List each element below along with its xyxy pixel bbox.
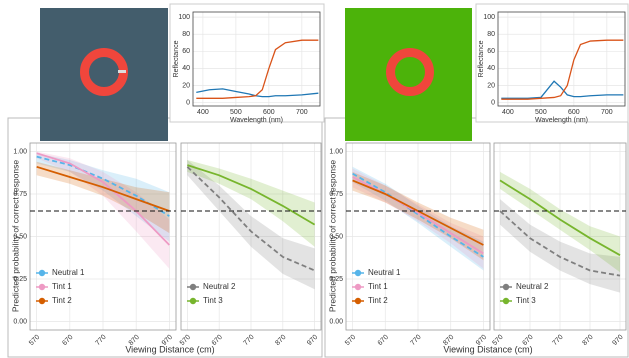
y-tick-label: 0.00	[13, 318, 27, 325]
legend-label: Neutral 1	[52, 268, 85, 277]
legend-label: Neutral 1	[368, 268, 401, 277]
legend-label: Tint 3	[203, 296, 223, 305]
legend-key	[39, 284, 45, 290]
plot-area	[193, 12, 320, 106]
x-axis-label: Wavelength (nm)	[230, 117, 283, 124]
legend-label: Tint 1	[368, 282, 388, 291]
x-tick-label: 400	[197, 109, 209, 116]
y-axis-label: Reflectance	[173, 40, 180, 77]
legend-key	[39, 298, 45, 304]
ring-gap	[118, 70, 126, 73]
legend-label: Tint 3	[516, 296, 536, 305]
y-tick-label: 20	[487, 82, 495, 89]
green-swatch	[345, 8, 472, 141]
plot-area	[498, 12, 625, 106]
x-tick-label: 400	[502, 109, 514, 116]
legend-key	[503, 284, 509, 290]
y-tick-label: 100	[178, 14, 190, 21]
y-tick-label: 60	[487, 48, 495, 55]
y-tick-label: 100	[483, 14, 495, 21]
legend-key	[355, 270, 361, 276]
figure: 0.000.250.500.751.00570670770870970Predi…	[0, 0, 629, 358]
legend-key	[503, 298, 509, 304]
x-tick-label: 500	[535, 109, 547, 116]
y-tick-label: 1.00	[329, 148, 343, 155]
y-tick-label: 20	[182, 82, 190, 89]
y-tick-label: 1.00	[13, 148, 27, 155]
legend-key	[355, 284, 361, 290]
y-tick-label: 0	[186, 99, 190, 106]
x-axis-label: Wavelength (nm)	[535, 117, 588, 124]
legend-label: Tint 2	[52, 296, 72, 305]
y-tick-label: 60	[182, 48, 190, 55]
x-tick-label: 500	[230, 109, 242, 116]
legend-label: Tint 1	[52, 282, 72, 291]
y-tick-label: 80	[487, 31, 495, 38]
y-tick-label: 0	[491, 99, 495, 106]
legend-key	[190, 298, 196, 304]
x-tick-label: 600	[568, 109, 580, 116]
x-tick-label: 700	[601, 109, 613, 116]
legend-label: Neutral 2	[516, 282, 549, 291]
x-tick-label: 700	[296, 109, 308, 116]
legend-label: Neutral 2	[203, 282, 236, 291]
legend-key	[355, 298, 361, 304]
y-tick-label: 0.00	[329, 318, 343, 325]
x-tick-label: 600	[263, 109, 275, 116]
y-axis-label: Predicted probability of correct respons…	[327, 160, 337, 312]
x-axis-label: Viewing Distance (cm)	[443, 344, 532, 354]
y-axis-label: Predicted probability of correct respons…	[10, 160, 20, 312]
y-tick-label: 40	[182, 65, 190, 72]
y-tick-label: 40	[487, 65, 495, 72]
neutral-swatch	[40, 8, 168, 141]
y-tick-label: 80	[182, 31, 190, 38]
legend-label: Tint 2	[368, 296, 388, 305]
legend-key	[190, 284, 196, 290]
y-axis-label: Reflectance	[478, 40, 485, 77]
x-axis-label: Viewing Distance (cm)	[125, 344, 214, 354]
legend-key	[39, 270, 45, 276]
